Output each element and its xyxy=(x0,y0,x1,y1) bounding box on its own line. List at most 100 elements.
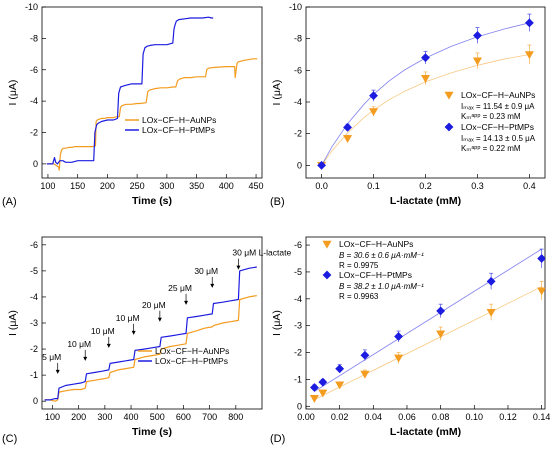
y-tick-label: -8 xyxy=(30,33,38,43)
series-line xyxy=(46,16,214,165)
y-tick-label: 0 xyxy=(297,401,302,411)
legend-stat: Iₘₐₓ = 11.54 ± 0.9 μA xyxy=(461,102,535,111)
y-tick-label: 0 xyxy=(33,396,38,406)
plot-area xyxy=(317,13,534,170)
y-tick-label: -4 xyxy=(294,97,302,107)
y-tick-label: -5 xyxy=(30,266,38,276)
x-tick-label: 350 xyxy=(189,181,204,191)
legend-stat: R = 0.9975 xyxy=(339,261,379,270)
x-tick-label: 100 xyxy=(40,181,55,191)
y-tick-label: -4 xyxy=(294,294,302,304)
plot-area xyxy=(46,16,258,171)
data-point xyxy=(360,350,370,360)
data-point xyxy=(486,308,496,317)
y-tick-label: -1 xyxy=(30,370,38,380)
step-annotation: 25 μM xyxy=(168,283,192,293)
y-tick-label: -3 xyxy=(294,321,302,331)
y-tick-label: -5 xyxy=(294,267,302,277)
y-axis-label: I (μA) xyxy=(271,310,283,336)
data-point xyxy=(369,108,379,117)
plot-frame xyxy=(41,6,263,179)
series-line xyxy=(44,266,257,401)
y-axis-label: I (μA) xyxy=(7,310,19,336)
data-point xyxy=(444,91,454,100)
plot-area xyxy=(309,248,545,403)
y-tick-label: -3 xyxy=(30,318,38,328)
plot-area xyxy=(44,266,257,402)
data-point xyxy=(524,51,534,60)
data-point xyxy=(537,254,545,263)
step-annotation: 10 μM xyxy=(116,313,140,323)
x-tick-label: 400 xyxy=(124,412,139,422)
x-tick-label: 0.10 xyxy=(466,412,484,422)
data-point xyxy=(317,160,327,170)
step-annotation: 20 μM xyxy=(142,300,166,310)
x-tick-label: 0.06 xyxy=(398,412,416,422)
data-point xyxy=(394,354,404,363)
annotation-arrowhead xyxy=(236,265,241,270)
legend-label: LOx−CF−H−PtMPs xyxy=(461,122,534,132)
data-point xyxy=(318,377,328,387)
legend-label: LOx−CF−H−AuNPs xyxy=(461,90,535,100)
data-point xyxy=(322,240,332,249)
x-tick-label: 0.3 xyxy=(471,181,484,191)
step-annotation: 30 μM xyxy=(194,266,218,276)
x-tick-label: 150 xyxy=(70,181,85,191)
data-point xyxy=(369,91,378,101)
y-tick-label: -4 xyxy=(30,96,38,106)
x-tick-label: 0.04 xyxy=(365,412,383,422)
data-point xyxy=(486,276,496,286)
y-tick-label: -6 xyxy=(30,240,38,250)
y-axis-label: I (μA) xyxy=(7,80,19,106)
y-axis-label: I (μA) xyxy=(271,80,283,106)
data-point xyxy=(394,332,403,341)
data-point xyxy=(473,31,482,40)
x-tick-label: 100 xyxy=(45,412,60,422)
y-tick-label: -8 xyxy=(294,34,302,44)
annotation-arrowhead xyxy=(55,369,60,374)
panel-label: (D) xyxy=(270,433,285,445)
y-tick-label: -6 xyxy=(294,240,302,250)
annotation-arrowhead xyxy=(106,343,111,348)
x-tick-label: 800 xyxy=(228,412,243,422)
x-tick-label: 250 xyxy=(130,181,145,191)
chart-panel-c: 100 200 300 400 500 600 700 800 -6 -5 -4 -3 -2 -1 0 Tim… xyxy=(2,236,291,445)
annotation-arrowhead xyxy=(210,283,215,288)
legend-label: LOx−CF−H−PtMPs xyxy=(339,270,412,280)
legend-label: LOx−CF−H−PtMPs xyxy=(155,356,228,366)
y-tick-label: -2 xyxy=(294,129,302,139)
y-tick-label: -6 xyxy=(30,65,38,75)
data-point xyxy=(537,287,545,296)
y-tick-label: -2 xyxy=(30,128,38,138)
x-axis-label: Time (s) xyxy=(132,195,172,207)
x-tick-label: 0.02 xyxy=(331,412,349,422)
step-annotation: 30 μM L-lactate xyxy=(232,248,291,258)
plot-frame xyxy=(41,236,263,410)
legend-label: LOx−CF−H−AuNPs xyxy=(155,346,229,356)
fit-line xyxy=(314,248,542,392)
step-annotation: 10 μM xyxy=(91,326,115,336)
data-point xyxy=(335,364,345,374)
data-point xyxy=(436,330,446,339)
chart-panel-b: 0.0 0.1 0.2 0.3 0.4 -10 -8 -6 -4 -2 0 L-lactate (mM… xyxy=(270,2,546,208)
annotation-arrowhead xyxy=(83,356,88,361)
step-annotation: 10 μM xyxy=(67,339,91,349)
x-tick-label: 0.12 xyxy=(499,412,517,422)
y-tick-label: -2 xyxy=(294,348,302,358)
series-line xyxy=(46,58,258,171)
x-tick-label: 200 xyxy=(100,181,115,191)
x-axis-label: Time (s) xyxy=(132,426,172,438)
x-tick-label: 300 xyxy=(159,181,174,191)
annotation-arrowhead xyxy=(157,317,162,322)
x-tick-label: 0.00 xyxy=(297,412,315,422)
legend-stat: B = 30.6 ± 0.6 μA·mM⁻¹ xyxy=(339,251,424,260)
chart-panel-d: 0.00 0.02 0.04 0.06 0.08 0.10 0.12 0.14 -6 -5 -4 -3… xyxy=(270,236,550,445)
data-point xyxy=(420,74,431,83)
data-point xyxy=(343,135,353,144)
data-point xyxy=(524,18,534,28)
legend-stat: Kₘᵃᵖᵖ = 0.22 mM xyxy=(461,144,521,153)
x-axis-label: L-lactate (mM) xyxy=(390,195,461,207)
data-point xyxy=(360,370,370,379)
data-point xyxy=(421,53,430,63)
y-tick-label: 0 xyxy=(33,159,38,169)
